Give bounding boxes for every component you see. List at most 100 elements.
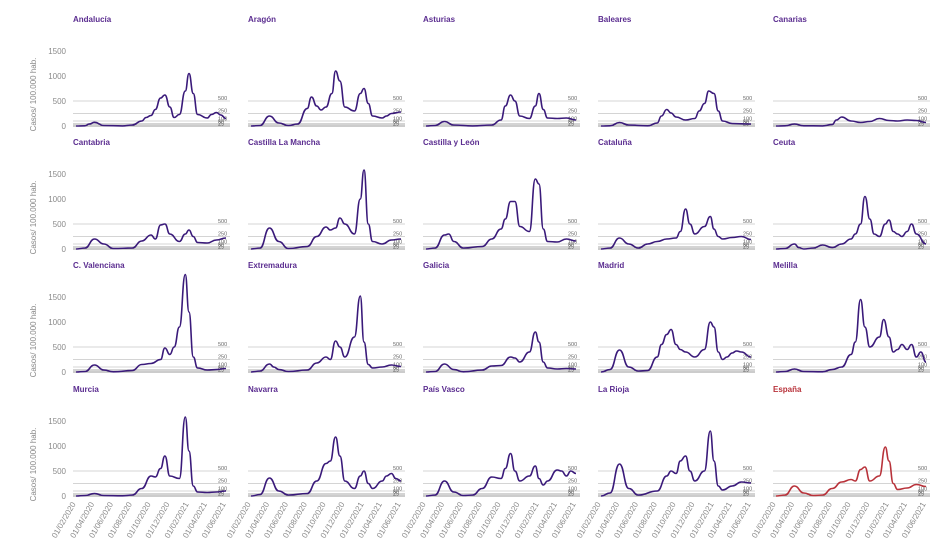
reference-label-25: 25: [918, 245, 924, 251]
reference-label-500: 500: [918, 219, 927, 225]
y-tick-label: 500: [53, 220, 67, 229]
reference-label-100: 100: [918, 362, 927, 368]
reference-label-25: 25: [393, 245, 399, 251]
panel-10: C. Valenciana5002501005025050010001500Ca…: [29, 261, 230, 377]
y-tick-label: 0: [62, 245, 67, 254]
reference-label-100: 100: [743, 486, 752, 492]
reference-label-50: 50: [218, 243, 224, 249]
reference-label-50: 50: [393, 490, 399, 496]
reference-label-250: 250: [918, 232, 927, 238]
reference-label-100: 100: [568, 239, 577, 245]
y-tick-label: 500: [53, 97, 67, 106]
reference-label-50: 50: [918, 366, 924, 372]
series-line: [425, 178, 577, 250]
y-tick-label: 1000: [48, 72, 66, 81]
reference-label-25: 25: [918, 368, 924, 374]
series-line: [75, 416, 227, 497]
panel-title: Asturias: [423, 15, 456, 24]
y-axis-label: Casos/ 100.000 hab.: [29, 428, 38, 502]
reference-label-50: 50: [568, 243, 574, 249]
y-axis-label: Casos/ 100.000 hab.: [29, 58, 38, 132]
panel-title: Extremadura: [248, 261, 297, 270]
reference-label-500: 500: [218, 466, 227, 472]
reference-label-500: 500: [393, 96, 402, 102]
panel-title: Baleares: [598, 15, 632, 24]
reference-label-500: 500: [743, 466, 752, 472]
reference-label-50: 50: [743, 243, 749, 249]
y-tick-label: 1000: [48, 195, 66, 204]
reference-label-100: 100: [568, 362, 577, 368]
reference-label-50: 50: [743, 366, 749, 372]
reference-label-250: 250: [218, 479, 227, 485]
panel-title: País Vasco: [423, 385, 465, 394]
reference-label-25: 25: [743, 492, 749, 498]
panel-title: Andalucía: [73, 15, 112, 24]
reference-label-250: 250: [743, 109, 752, 115]
panel-16: Navarra500250100502501/02/202001/04/2020…: [225, 385, 405, 540]
reference-label-500: 500: [393, 466, 402, 472]
panel-0: Andalucía5002501005025050010001500Casos/…: [29, 15, 230, 131]
reference-label-500: 500: [568, 96, 577, 102]
reference-label-25: 25: [568, 122, 574, 128]
panel-18: La Rioja500250100502501/02/202001/04/202…: [575, 385, 755, 540]
series-line: [250, 169, 402, 250]
reference-label-25: 25: [393, 122, 399, 128]
reference-label-100: 100: [218, 116, 227, 122]
reference-label-100: 100: [218, 239, 227, 245]
reference-label-250: 250: [918, 479, 927, 485]
series-line: [775, 298, 927, 373]
reference-label-25: 25: [218, 492, 224, 498]
reference-label-500: 500: [743, 342, 752, 348]
series-line: [600, 90, 752, 127]
reference-label-500: 500: [568, 342, 577, 348]
y-tick-label: 1000: [48, 442, 66, 451]
y-tick-label: 1000: [48, 318, 66, 327]
reference-label-100: 100: [743, 362, 752, 368]
reference-label-100: 100: [743, 116, 752, 122]
y-tick-label: 500: [53, 343, 67, 352]
reference-label-50: 50: [743, 490, 749, 496]
reference-label-25: 25: [218, 122, 224, 128]
y-tick-label: 1500: [48, 47, 66, 56]
panel-title: Castilla y León: [423, 138, 480, 147]
panel-title: Castilla La Mancha: [248, 138, 321, 147]
y-tick-label: 0: [62, 492, 67, 501]
reference-label-50: 50: [918, 243, 924, 249]
reference-label-50: 50: [393, 120, 399, 126]
panel-title: C. Valenciana: [73, 261, 125, 270]
panel-title: La Rioja: [598, 385, 630, 394]
reference-label-250: 250: [568, 232, 577, 238]
reference-label-100: 100: [743, 239, 752, 245]
reference-label-100: 100: [393, 116, 402, 122]
series-line: [775, 446, 927, 497]
reference-label-50: 50: [218, 120, 224, 126]
series-line: [75, 273, 227, 373]
reference-label-250: 250: [393, 232, 402, 238]
reference-label-500: 500: [393, 342, 402, 348]
panel-title: Cataluña: [598, 138, 632, 147]
reference-label-50: 50: [218, 490, 224, 496]
reference-label-250: 250: [393, 355, 402, 361]
panel-title: Melilla: [773, 261, 798, 270]
reference-label-25: 25: [393, 368, 399, 374]
reference-label-50: 50: [393, 243, 399, 249]
reference-label-250: 250: [918, 355, 927, 361]
reference-label-500: 500: [218, 219, 227, 225]
reference-label-250: 250: [393, 109, 402, 115]
reference-label-500: 500: [393, 219, 402, 225]
panel-17: País Vasco500250100502501/02/202001/04/2…: [400, 385, 580, 540]
reference-label-250: 250: [218, 355, 227, 361]
reference-label-250: 250: [568, 479, 577, 485]
y-axis-label: Casos/ 100.000 hab.: [29, 304, 38, 378]
